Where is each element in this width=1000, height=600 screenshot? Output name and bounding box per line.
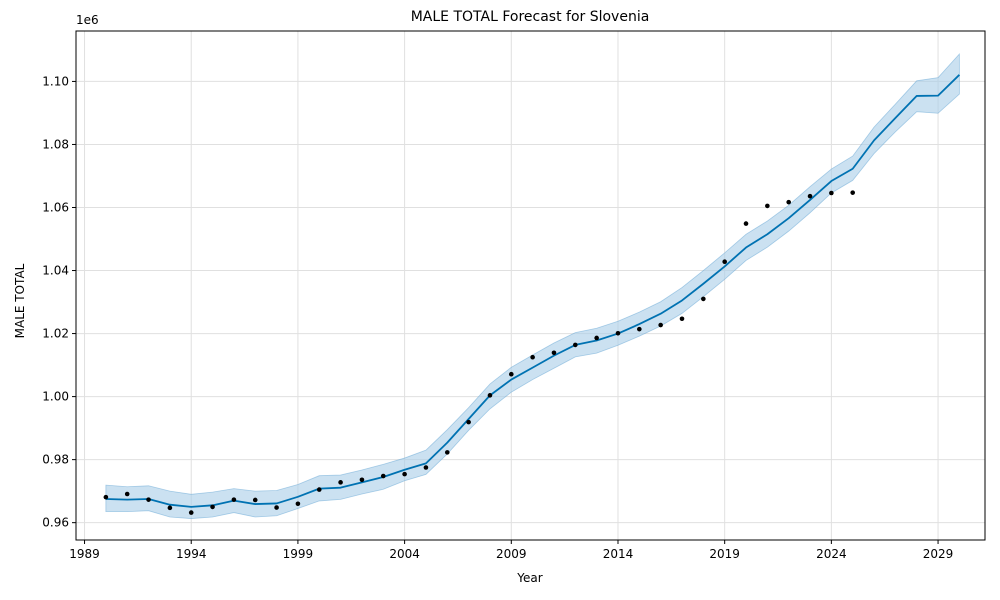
observed-point xyxy=(487,393,493,398)
y-tick-label: 1.08 xyxy=(42,137,69,151)
observed-point xyxy=(615,330,621,336)
observed-point xyxy=(231,497,237,502)
x-tick-label: 2004 xyxy=(389,547,420,561)
point-layer xyxy=(103,190,855,515)
observed-point xyxy=(722,259,727,265)
chart-title: MALE TOTAL Forecast for Slovenia xyxy=(411,9,650,25)
x-tick-label: 2014 xyxy=(603,547,634,561)
observed-point xyxy=(850,190,855,195)
x-tick-label: 2029 xyxy=(923,547,954,561)
x-axis-label: Year xyxy=(516,571,542,585)
observed-point xyxy=(466,419,471,425)
x-tick-label: 2009 xyxy=(496,547,527,561)
observed-point xyxy=(509,371,514,377)
observed-point xyxy=(274,505,279,510)
observed-point xyxy=(316,487,322,492)
observed-point xyxy=(103,494,109,500)
observed-point xyxy=(380,473,386,479)
y-tick-label: 1.04 xyxy=(42,264,69,278)
observed-point xyxy=(786,199,791,205)
x-tick-label: 2024 xyxy=(816,547,847,561)
y-tick-label: 0.98 xyxy=(42,453,69,467)
x-tick-label: 1994 xyxy=(176,547,207,561)
band-layer xyxy=(105,52,960,519)
y-axis-ticks: 0.96 0.98 1.00 1.02 1.04 1.06 1.08 1.10 xyxy=(42,74,76,530)
observed-point xyxy=(146,497,151,502)
x-tick-label: 1999 xyxy=(283,547,314,561)
observed-point xyxy=(807,193,813,199)
y-axis-label: MALE TOTAL xyxy=(13,263,27,338)
observed-point xyxy=(765,203,770,209)
observed-point xyxy=(658,322,663,328)
line-layer xyxy=(105,74,961,508)
forecast-line xyxy=(105,74,961,508)
grid-layer xyxy=(76,31,985,540)
observed-point xyxy=(359,477,365,483)
observed-point xyxy=(594,335,599,341)
observed-point xyxy=(252,497,258,503)
plot-frame xyxy=(75,30,986,541)
observed-point xyxy=(637,326,642,332)
observed-point xyxy=(551,350,557,356)
y-tick-label: 1.00 xyxy=(42,390,69,404)
y-tick-label: 0.96 xyxy=(42,516,69,530)
observed-point xyxy=(402,471,407,477)
y-axis-offset-label: 1e6 xyxy=(76,13,99,27)
x-axis-ticks: 1989 1994 1999 2004 2009 2014 2019 2024 2029 xyxy=(69,540,953,561)
observed-point xyxy=(167,505,173,511)
observed-point xyxy=(573,342,578,348)
observed-point xyxy=(210,504,215,510)
y-tick-label: 1.10 xyxy=(42,74,69,88)
observed-point xyxy=(701,296,706,302)
uncertainty-band xyxy=(105,52,960,519)
observed-point xyxy=(444,450,450,455)
observed-point xyxy=(124,491,130,497)
observed-point xyxy=(295,501,301,507)
observed-point xyxy=(743,221,749,226)
observed-point xyxy=(679,316,685,322)
x-tick-label: 1989 xyxy=(69,547,100,561)
y-tick-label: 1.02 xyxy=(42,327,69,341)
observed-point xyxy=(423,465,429,470)
observed-point xyxy=(530,354,535,360)
y-tick-label: 1.06 xyxy=(42,200,69,214)
observed-point xyxy=(829,190,834,196)
observed-point xyxy=(338,480,343,485)
observed-point xyxy=(188,510,194,515)
x-tick-label: 2019 xyxy=(709,547,740,561)
